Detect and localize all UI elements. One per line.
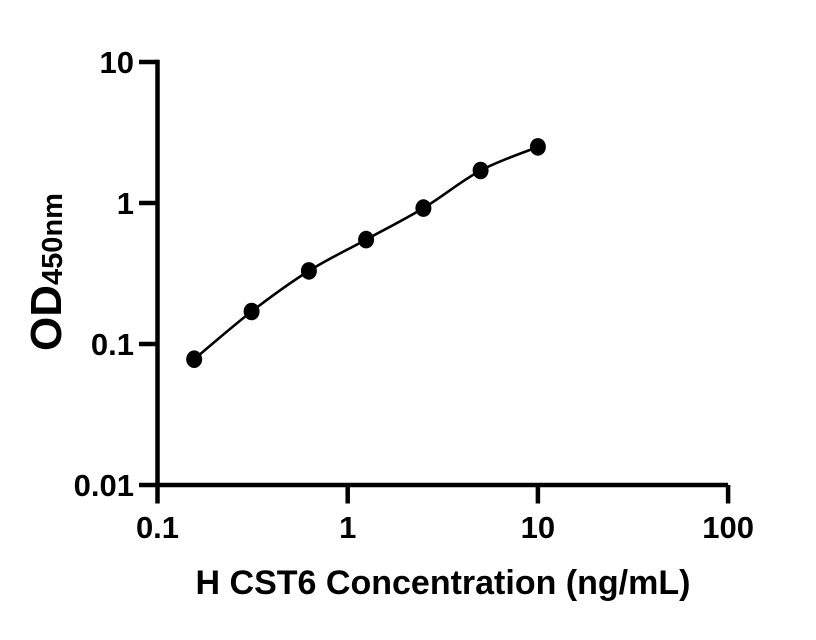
x-tick-label: 0.1 xyxy=(136,510,179,545)
data-point xyxy=(472,161,489,180)
data-point xyxy=(415,199,432,217)
y-axis-title-subscript: 450nm xyxy=(37,193,69,285)
y-axis-title-main: OD xyxy=(22,284,71,351)
y-tick-label: 10 xyxy=(100,45,134,80)
x-tick-label: 10 xyxy=(521,510,555,545)
y-tick-label: 1 xyxy=(117,186,134,221)
data-point xyxy=(529,138,546,156)
data-point xyxy=(243,302,260,321)
x-tick-label: 1 xyxy=(339,510,356,545)
y-tick-label: 0.1 xyxy=(91,327,134,362)
data-point xyxy=(186,350,203,369)
data-point xyxy=(300,262,317,280)
standard-curve-line xyxy=(193,145,539,361)
y-axis-title: OD450nm xyxy=(22,193,71,351)
y-tick-label: 0.01 xyxy=(74,468,134,503)
x-tick-label: 100 xyxy=(702,510,754,545)
x-axis-title: H CST6 Concentration (ng/mL) xyxy=(195,564,691,602)
axes-frame xyxy=(155,59,729,488)
data-point xyxy=(358,230,375,249)
